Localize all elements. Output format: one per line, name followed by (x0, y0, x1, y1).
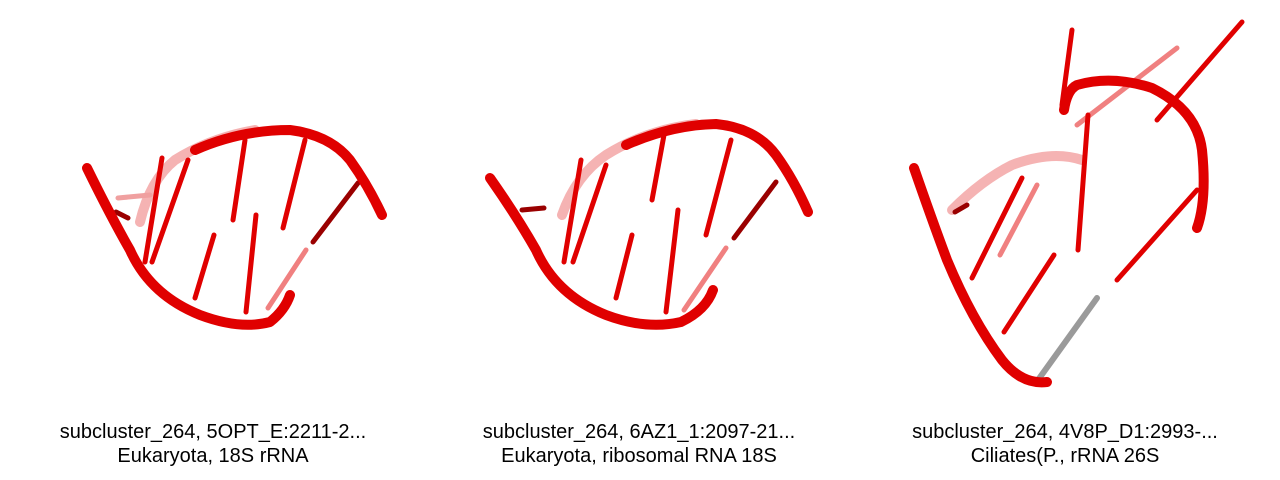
backbone-top (621, 119, 813, 217)
backbone (485, 173, 718, 330)
rna-structure-image-3 (909, 19, 1245, 388)
caption-1: subcluster_264, 5OPT_E:2211-2... Eukaryo… (0, 420, 426, 468)
back-strand (557, 119, 701, 220)
structure-panel-3: subcluster_264, 4V8P_D1:2993-... Ciliate… (852, 0, 1278, 480)
caption-3: subcluster_264, 4V8P_D1:2993-... Ciliate… (852, 420, 1278, 468)
backbone-top (190, 125, 387, 220)
backbone-top (1059, 75, 1209, 233)
backbone (82, 163, 295, 330)
caption-line-2: Ciliates(P., rRNA 26S (970, 445, 1160, 467)
structure-panel-2: subcluster_264, 6AZ1_1:2097-21... Eukary… (426, 0, 852, 480)
backbone (909, 163, 1052, 388)
caption-2: subcluster_264, 6AZ1_1:2097-21... Eukary… (426, 420, 852, 468)
caption-line-1: subcluster_264, 6AZ1_1:2097-21... (482, 421, 796, 443)
caption-line-2: Eukaryota, 18S rRNA (117, 445, 309, 467)
caption-line-2: Eukaryota, ribosomal RNA 18S (501, 445, 777, 467)
gray-stick (1035, 295, 1100, 383)
caption-line-1: subcluster_264, 5OPT_E:2211-2... (59, 421, 367, 443)
rna-structure-image-2 (485, 119, 813, 330)
caption-line-1: subcluster_264, 4V8P_D1:2993-... (912, 421, 1218, 443)
base-pair-sticks (113, 137, 361, 315)
base-pair-sticks (519, 132, 779, 315)
rna-structure-image-1 (82, 125, 387, 330)
back-strand (947, 151, 1087, 215)
structure-panel-1: subcluster_264, 5OPT_E:2211-2... Eukaryo… (0, 0, 426, 480)
